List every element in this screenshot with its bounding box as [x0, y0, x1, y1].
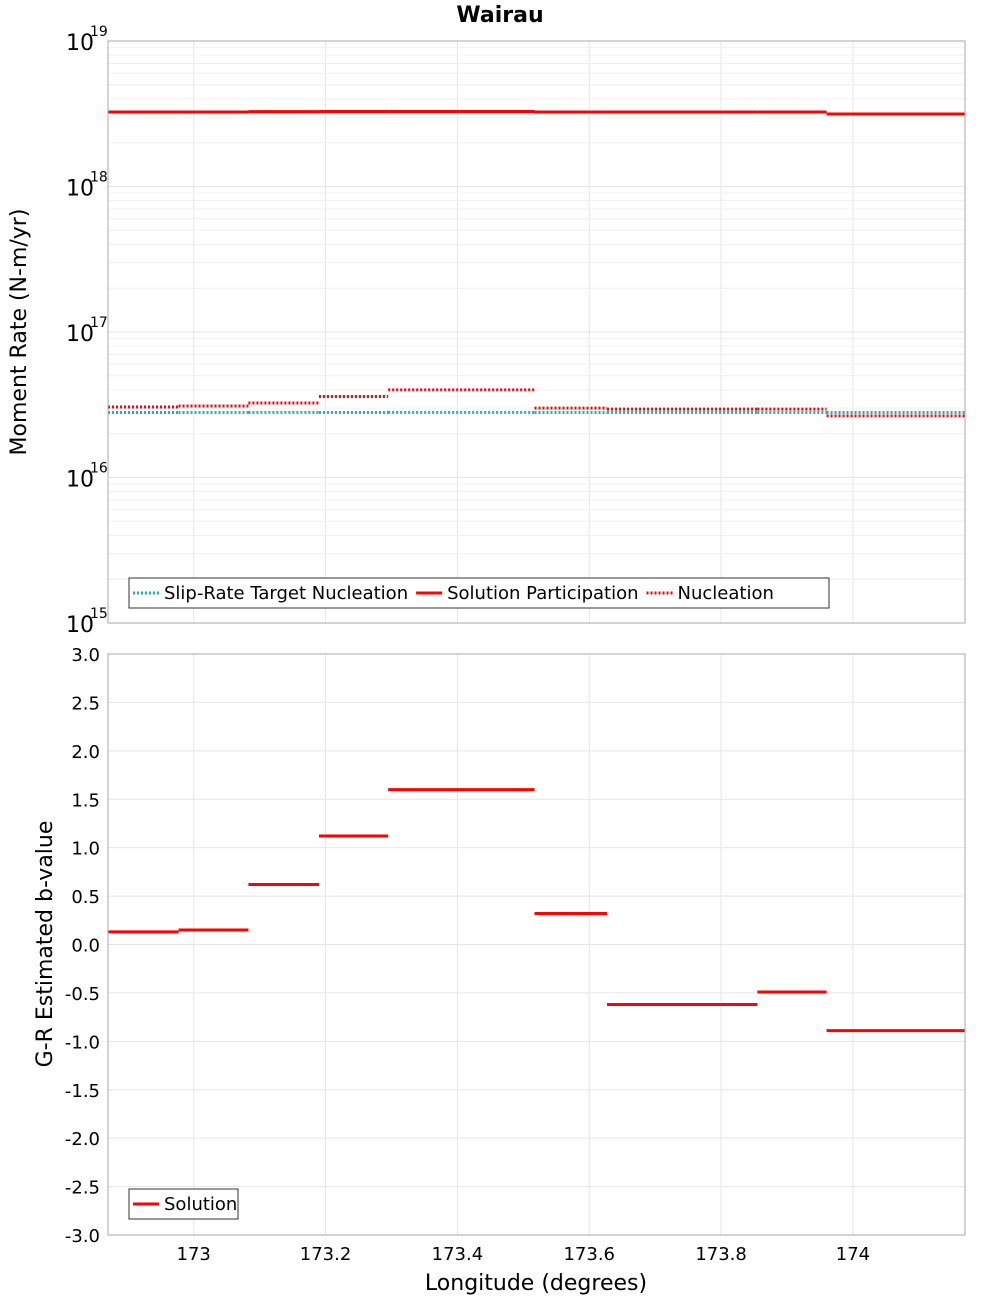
bottom-plot-series — [108, 788, 965, 1033]
bottom-y-tick-label: -2.0 — [65, 1129, 100, 1150]
x-tick-label: 173.6 — [563, 1244, 615, 1265]
legend-label: Slip-Rate Target Nucleation — [164, 583, 408, 604]
bottom-y-tick-label: -1.5 — [65, 1081, 100, 1102]
top-plot-grid — [108, 40, 965, 624]
tick-exponent: 16 — [90, 461, 108, 477]
x-tick-label: 173.8 — [695, 1244, 747, 1265]
bottom-plot-grid — [108, 653, 965, 1236]
x-axis-label: Longitude (degrees) — [425, 1271, 647, 1296]
tick-exponent: 17 — [90, 315, 108, 331]
legend-label: Solution — [164, 1194, 237, 1215]
legend-box — [128, 577, 830, 609]
bottom-y-tick-label: -1.0 — [65, 1032, 100, 1053]
legend-item: Solution — [133, 1194, 237, 1215]
bottom-plot-frame — [107, 653, 966, 1236]
x-tick-label: 173.4 — [432, 1244, 484, 1265]
tick-base: 10 — [66, 177, 94, 202]
bottom-y-tick-label: -0.5 — [65, 984, 100, 1005]
x-tick-label: 173 — [177, 1244, 211, 1265]
bottom-y-tick-label: 0.0 — [71, 936, 100, 957]
legend-item: Slip-Rate Target Nucleation — [133, 583, 408, 604]
bottom-y-tick-label: -3.0 — [65, 1226, 100, 1247]
x-ticks: 173 173.2 173.4 173.6 173.8 174 — [177, 1244, 871, 1265]
chart-title: Wairau — [456, 3, 543, 28]
legend-label: Solution Participation — [447, 583, 638, 604]
tick-base: 10 — [66, 322, 94, 347]
bottom-legend: Solution — [128, 1188, 239, 1220]
bottom-y-tick-label: 1.0 — [71, 839, 100, 860]
tick-exponent: 19 — [90, 24, 108, 40]
x-tick-label: 174 — [836, 1244, 870, 1265]
legend-item: Nucleation — [646, 583, 774, 604]
top-plot-series — [108, 109, 965, 418]
x-tick-label: 173.2 — [300, 1244, 352, 1265]
bottom-y-axis-label: G-R Estimated b-value — [33, 821, 58, 1068]
legend-item: Solution Participation — [416, 583, 639, 604]
bottom-y-tick-label: 3.0 — [71, 645, 100, 666]
tick-base: 10 — [66, 31, 94, 56]
tick-base: 10 — [66, 468, 94, 493]
tick-exponent: 15 — [90, 606, 108, 622]
top-plot-frame — [107, 40, 966, 624]
top-legend: Slip-Rate Target Nucleation Solution Part… — [128, 577, 830, 609]
bottom-y-ticks: 3.0 2.5 2.0 1.5 1.0 0.5 0.0 -0.5 -1.0 -1.5 -2.0 -2.… — [65, 645, 100, 1247]
tick-exponent: 18 — [90, 170, 108, 186]
bottom-y-tick-label: -2.5 — [65, 1178, 100, 1199]
bottom-y-tick-label: 2.5 — [71, 693, 100, 714]
bottom-y-tick-label: 2.0 — [71, 742, 100, 763]
b-value-series — [108, 788, 965, 1033]
legend-label: Nucleation — [678, 583, 774, 604]
bottom-y-tick-label: 1.5 — [71, 790, 100, 811]
bottom-y-tick-label: 0.5 — [71, 887, 100, 908]
series-1 — [108, 109, 965, 116]
series-2 — [108, 388, 965, 418]
tick-base: 10 — [66, 613, 94, 638]
top-y-axis-label: Moment Rate (N-m/yr) — [7, 209, 32, 456]
